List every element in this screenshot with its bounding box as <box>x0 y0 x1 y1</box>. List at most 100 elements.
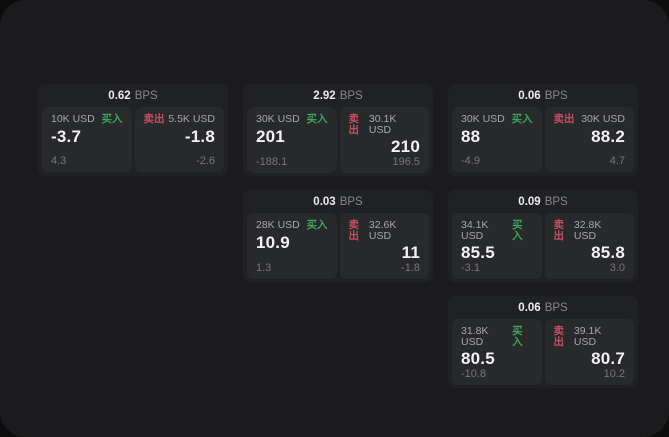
sell-delta: 3.0 <box>609 261 625 274</box>
buy-panel[interactable]: 10K USD 买入 -3.7 4.3 <box>42 107 132 172</box>
buy-panel-header: 34.1K USD 买入 <box>461 220 533 241</box>
buy-panel-header: 30K USD 买入 <box>256 114 328 125</box>
sell-panel-header: 卖出 5.5K USD <box>144 114 216 125</box>
sell-panel[interactable]: 卖出 39.1K USD 80.7 10.2 <box>544 319 634 385</box>
buy-price: 201 <box>256 126 285 146</box>
spread-value: 0.03 <box>313 195 336 208</box>
buy-amount: 30K USD <box>256 113 300 125</box>
quote-card[interactable]: 0.62 BPS 10K USD 买入 -3.7 4.3 卖出 5.5K USD… <box>38 84 228 176</box>
sell-amount: 32.6K USD <box>368 219 397 242</box>
buy-side-label: 买入 <box>512 219 523 242</box>
buy-side-label: 买入 <box>306 113 328 125</box>
spread-value: 0.09 <box>518 195 541 208</box>
buy-amount: 10K USD <box>51 113 95 125</box>
sell-delta: 196.5 <box>392 155 420 168</box>
quote-panels: 34.1K USD 买入 85.5 -3.1 卖出 32.8K USD 85.8… <box>448 213 638 282</box>
spread-unit-label: BPS <box>544 195 568 208</box>
sell-side-label: 卖出 <box>143 113 165 125</box>
spread-unit-label: BPS <box>544 89 568 102</box>
sell-price: 85.8 <box>591 243 625 262</box>
spread-value: 0.06 <box>518 89 541 102</box>
buy-price: 85.5 <box>461 243 495 262</box>
quote-panels: 28K USD 买入 10.9 1.3 卖出 32.6K USD 11 -1.8 <box>243 213 433 282</box>
sell-panel-header: 卖出 32.6K USD <box>349 220 421 241</box>
buy-price: 88 <box>461 126 481 146</box>
sell-side-label: 卖出 <box>553 325 565 348</box>
quote-panels: 30K USD 买入 88 -4.9 卖出 30K USD 88.2 4.7 <box>448 107 638 176</box>
spread-unit-label: BPS <box>134 89 158 102</box>
quote-panels: 10K USD 买入 -3.7 4.3 卖出 5.5K USD -1.8 -2.… <box>38 107 228 176</box>
quote-card[interactable]: 0.06 BPS 30K USD 买入 88 -4.9 卖出 30K USD 8… <box>448 84 638 176</box>
sell-panel[interactable]: 卖出 32.8K USD 85.8 3.0 <box>544 213 634 279</box>
buy-delta: -3.1 <box>461 261 480 274</box>
card-header: 2.92 BPS <box>243 84 433 107</box>
sell-amount: 30K USD <box>581 113 625 125</box>
buy-amount: 34.1K USD <box>461 219 489 242</box>
buy-price: 80.5 <box>461 349 495 368</box>
buy-delta: 4.3 <box>51 155 67 167</box>
buy-panel[interactable]: 34.1K USD 买入 85.5 -3.1 <box>452 213 542 279</box>
quote-card[interactable]: 0.06 BPS 31.8K USD 买入 80.5 -10.8 卖出 39.1… <box>448 296 638 388</box>
sell-side-label: 卖出 <box>348 113 360 136</box>
buy-delta: -4.9 <box>461 155 480 167</box>
sell-panel[interactable]: 卖出 32.6K USD 11 -1.8 <box>339 213 429 279</box>
sell-price: -1.8 <box>184 126 215 146</box>
quote-card[interactable]: 0.09 BPS 34.1K USD 买入 85.5 -3.1 卖出 32.8K… <box>448 190 638 282</box>
buy-amount: 30K USD <box>461 113 505 125</box>
sell-side-label: 卖出 <box>553 113 575 125</box>
buy-panel[interactable]: 31.8K USD 买入 80.5 -10.8 <box>452 319 542 385</box>
buy-side-label: 买入 <box>512 325 523 348</box>
sell-amount: 5.5K USD <box>168 113 215 125</box>
card-header: 0.06 BPS <box>448 296 638 319</box>
sell-delta: 10.2 <box>603 367 625 380</box>
buy-panel-header: 31.8K USD 买入 <box>461 326 533 347</box>
buy-side-label: 买入 <box>101 113 123 125</box>
sell-panel-header: 卖出 30.1K USD <box>349 114 421 135</box>
sell-panel[interactable]: 卖出 30.1K USD 210 196.5 <box>339 107 429 173</box>
buy-panel[interactable]: 28K USD 买入 10.9 1.3 <box>247 213 337 279</box>
sell-price: 88.2 <box>591 126 625 146</box>
buy-side-label: 买入 <box>306 219 328 231</box>
card-header: 0.09 BPS <box>448 190 638 213</box>
card-header: 0.06 BPS <box>448 84 638 107</box>
buy-panel[interactable]: 30K USD 买入 88 -4.9 <box>452 107 542 172</box>
sell-side-label: 卖出 <box>348 219 360 242</box>
sell-price: 80.7 <box>591 349 625 368</box>
sell-amount: 39.1K USD <box>573 325 602 348</box>
buy-panel-header: 28K USD 买入 <box>256 220 328 231</box>
spread-value: 0.62 <box>108 89 131 102</box>
quote-panels: 31.8K USD 买入 80.5 -10.8 卖出 39.1K USD 80.… <box>448 319 638 388</box>
sell-panel-header: 卖出 39.1K USD <box>554 326 626 347</box>
buy-delta: 1.3 <box>256 261 272 274</box>
buy-panel[interactable]: 30K USD 买入 201 -188.1 <box>247 107 337 173</box>
buy-price: -3.7 <box>51 126 82 146</box>
card-header: 0.03 BPS <box>243 190 433 213</box>
sell-price: 210 <box>391 137 420 156</box>
sell-panel[interactable]: 卖出 30K USD 88.2 4.7 <box>544 107 634 172</box>
spread-unit-label: BPS <box>339 195 363 208</box>
quote-card[interactable]: 2.92 BPS 30K USD 买入 201 -188.1 卖出 30.1K … <box>243 84 433 176</box>
sell-panel-header: 卖出 32.8K USD <box>554 220 626 241</box>
sell-delta: 4.7 <box>609 155 625 167</box>
spread-value: 2.92 <box>313 89 336 102</box>
spread-unit-label: BPS <box>339 89 363 102</box>
buy-panel-header: 30K USD 买入 <box>461 114 533 125</box>
buy-panel-header: 10K USD 买入 <box>51 114 123 125</box>
sell-panel-header: 卖出 30K USD <box>554 114 626 125</box>
sell-amount: 32.8K USD <box>573 219 602 242</box>
buy-delta: -188.1 <box>256 155 288 168</box>
sell-side-label: 卖出 <box>553 219 565 242</box>
buy-amount: 31.8K USD <box>461 325 489 348</box>
spread-unit-label: BPS <box>544 301 568 314</box>
buy-price: 10.9 <box>256 232 290 252</box>
sell-price: 11 <box>401 243 420 262</box>
buy-amount: 28K USD <box>256 219 300 231</box>
sell-amount: 30.1K USD <box>368 113 397 136</box>
quote-card[interactable]: 0.03 BPS 28K USD 买入 10.9 1.3 卖出 32.6K US… <box>243 190 433 282</box>
sell-panel[interactable]: 卖出 5.5K USD -1.8 -2.6 <box>134 107 224 172</box>
sell-delta: -1.8 <box>401 261 420 274</box>
buy-side-label: 买入 <box>511 113 533 125</box>
quote-card-grid: 0.62 BPS 10K USD 买入 -3.7 4.3 卖出 5.5K USD… <box>38 84 638 388</box>
